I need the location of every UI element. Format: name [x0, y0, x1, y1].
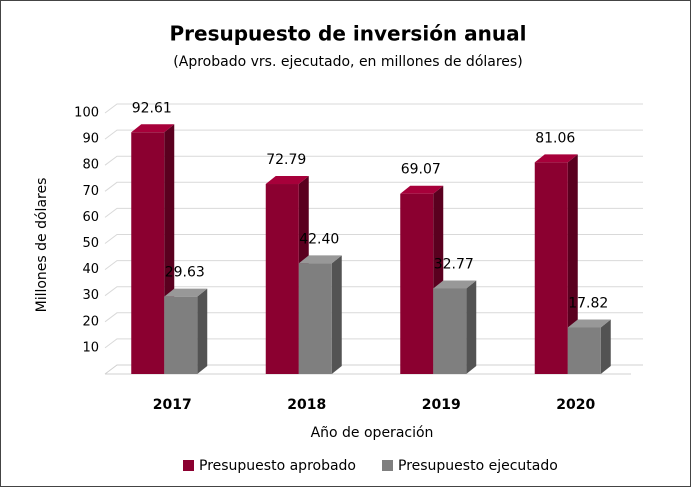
bar-side [466, 280, 477, 374]
y-tick-label: 10 [82, 340, 99, 355]
y-tick-label: 60 [82, 210, 99, 225]
bar-top [534, 154, 578, 163]
bar [400, 193, 434, 374]
bar [534, 162, 568, 374]
bar [265, 184, 299, 374]
chart-title: Presupuesto de inversión anual [170, 22, 527, 46]
grid-line [104, 260, 643, 271]
grid-line [104, 207, 643, 218]
y-tick-label: 100 [74, 106, 99, 121]
legend-swatch [183, 460, 194, 471]
x-tick-label: 2017 [153, 397, 192, 413]
legend-label: Presupuesto aprobado [199, 458, 356, 474]
data-label: 81.06 [535, 130, 575, 146]
bar [164, 296, 198, 374]
bar-side [197, 288, 208, 374]
bar-top [131, 124, 175, 133]
x-axis-label: Año de operación [311, 425, 434, 441]
y-tick-label: 20 [82, 314, 99, 329]
bar-top [400, 185, 444, 194]
x-tick-label: 2018 [287, 397, 326, 413]
bar [131, 132, 165, 374]
bar-top [265, 176, 309, 185]
legend-label: Presupuesto ejecutado [398, 458, 558, 474]
data-label: 72.79 [266, 152, 306, 168]
chart-subtitle: (Aprobado vrs. ejecutado, en millones de… [173, 54, 522, 70]
bar [298, 263, 332, 374]
grid-line [104, 234, 643, 244]
grid-line [104, 155, 643, 166]
bar-side [331, 255, 342, 374]
data-label: 42.40 [299, 231, 339, 247]
y-axis-label: Millones de dólares [34, 178, 50, 313]
bar-side [567, 154, 578, 374]
bar-top [567, 319, 611, 328]
grid-line [104, 181, 643, 192]
y-tick-label: 50 [82, 236, 99, 251]
y-tick-label: 70 [82, 184, 99, 199]
y-tick-label: 40 [82, 262, 99, 277]
bar [567, 327, 601, 374]
data-label: 17.82 [568, 295, 608, 311]
x-tick-label: 2020 [556, 397, 595, 413]
bar-top [433, 280, 477, 289]
data-label: 32.77 [434, 256, 474, 272]
data-label: 92.61 [132, 100, 172, 116]
data-label: 69.07 [401, 162, 441, 178]
bar [433, 288, 467, 374]
y-tick-label: 30 [82, 288, 99, 303]
y-tick-label: 90 [82, 132, 99, 147]
grid-line [104, 103, 643, 114]
bar-top [298, 255, 342, 264]
x-tick-label: 2019 [422, 397, 461, 413]
grid-line [104, 129, 643, 140]
y-tick-label: 80 [82, 158, 99, 173]
data-label: 29.63 [165, 265, 205, 281]
bar-top [164, 288, 208, 297]
bar-side [600, 319, 611, 374]
legend-swatch [382, 460, 393, 471]
